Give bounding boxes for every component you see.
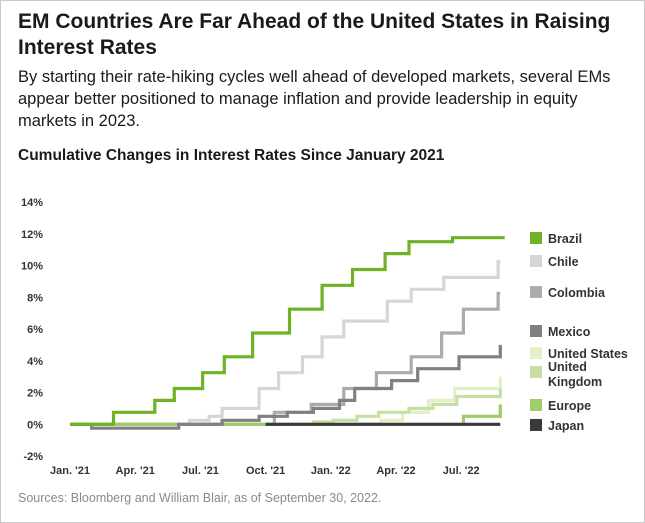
y-tick-label: -2% [23, 451, 43, 463]
y-tick-label: 4% [27, 356, 43, 368]
legend-swatch-united-kingdom [530, 366, 542, 378]
series-line-europe [70, 404, 502, 426]
page-subtitle: By starting their rate-hiking cycles wel… [18, 68, 611, 130]
x-tick-label: Apr. '21 [116, 465, 155, 477]
legend-label-europe: Europe [548, 399, 591, 413]
y-tick-label: 14% [21, 197, 43, 209]
legend-swatch-japan [530, 419, 542, 431]
legend-label-colombia: Colombia [548, 286, 606, 300]
y-tick-label: 6% [27, 324, 43, 336]
source-note: Sources: Bloomberg and William Blair, as… [18, 491, 382, 505]
legend-swatch-colombia [530, 286, 542, 298]
legend-label-mexico: Mexico [548, 325, 591, 339]
y-tick-label: 12% [21, 229, 43, 241]
series-line-chile [70, 259, 501, 426]
legend-swatch-brazil [530, 232, 542, 244]
series-line-united-kingdom [70, 388, 502, 426]
legend-label-chile: Chile [548, 255, 579, 269]
x-tick-label: Jul. '21 [182, 465, 219, 477]
legend-label-united-kingdom: United Kingdom [548, 360, 602, 389]
legend-swatch-europe [530, 399, 542, 411]
x-tick-label: Jan. '21 [50, 465, 90, 477]
y-tick-label: 10% [21, 261, 43, 273]
y-tick-label: 2% [27, 388, 43, 400]
series-line-brazil [70, 236, 505, 426]
legend-label-japan: Japan [548, 419, 584, 433]
series-line-united-states [70, 376, 502, 426]
legend-swatch-united-states [530, 347, 542, 359]
x-tick-label: Jul. '22 [443, 465, 480, 477]
legend-swatch-chile [530, 255, 542, 267]
x-tick-label: Apr. '22 [376, 465, 415, 477]
y-tick-label: 0% [27, 419, 43, 431]
x-tick-label: Oct. '21 [246, 465, 285, 477]
legend-label-united-states: United States [548, 347, 628, 361]
x-tick-label: Jan. '22 [311, 465, 351, 477]
series-line-mexico [70, 344, 502, 430]
chart-title: Cumulative Changes in Interest Rates Sin… [18, 147, 445, 164]
legend-swatch-mexico [530, 325, 542, 337]
page-title: EM Countries Are Far Ahead of the United… [18, 10, 611, 59]
y-tick-label: 8% [27, 292, 43, 304]
legend-label-brazil: Brazil [548, 232, 582, 246]
